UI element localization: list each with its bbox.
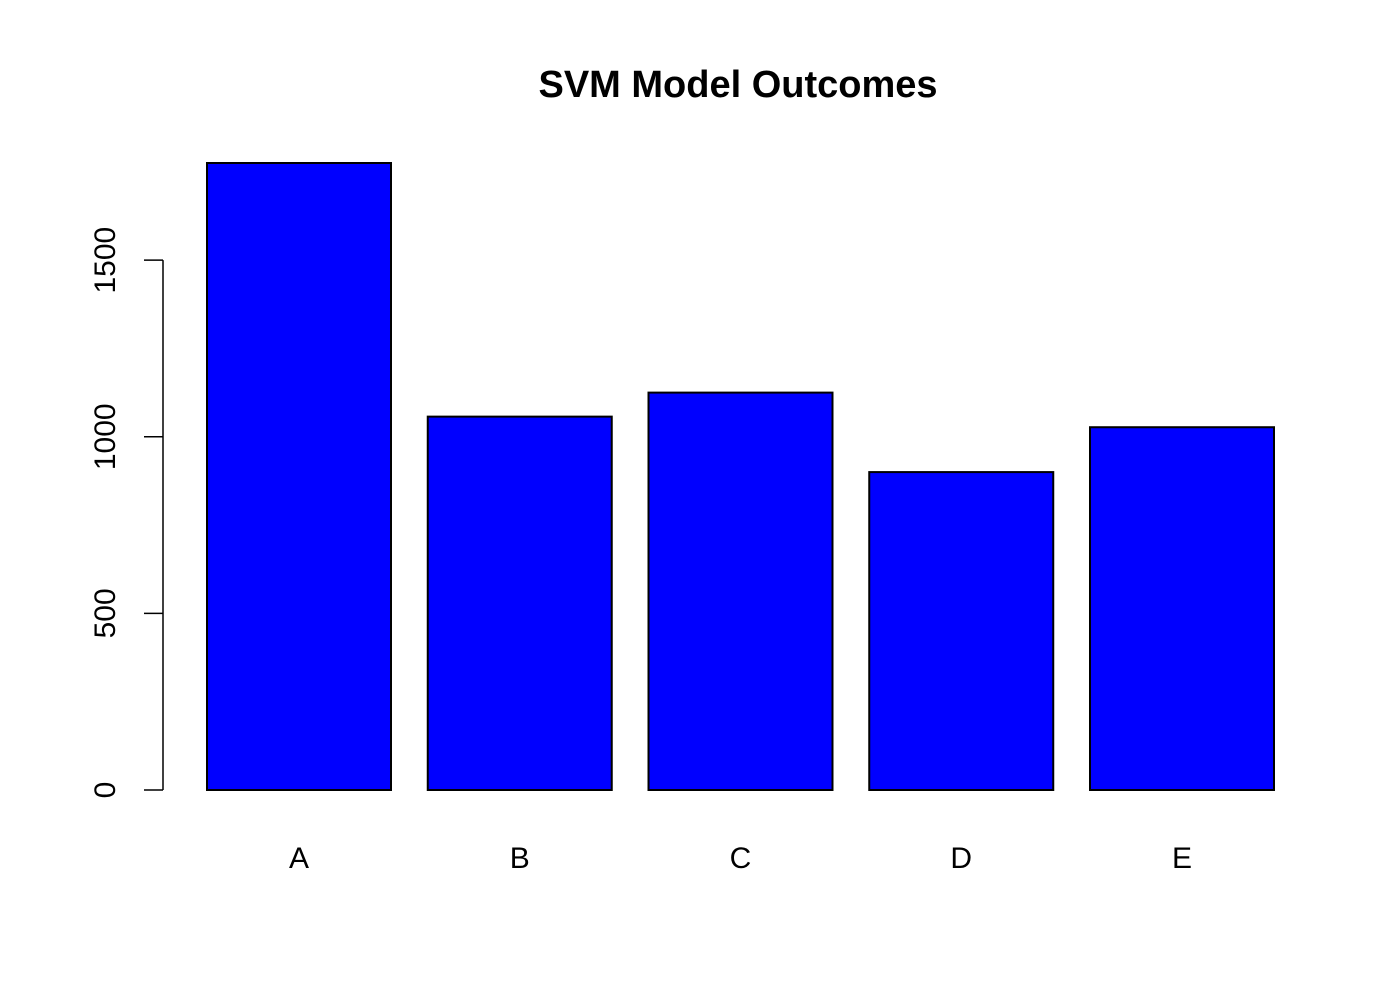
chart-title: SVM Model Outcomes bbox=[538, 64, 937, 106]
bar-b bbox=[426, 415, 613, 791]
x-category-label: B bbox=[510, 842, 530, 875]
y-tick-label: 500 bbox=[89, 588, 122, 638]
y-tick-label: 1500 bbox=[89, 227, 122, 294]
y-axis: 0 500 1000 1500 bbox=[89, 227, 164, 799]
bars-group bbox=[206, 162, 1275, 791]
x-axis-labels: A B C D E bbox=[289, 842, 1192, 875]
y-tick-label: 0 bbox=[89, 782, 122, 799]
bar-d bbox=[868, 471, 1055, 791]
x-category-label: E bbox=[1172, 842, 1192, 875]
x-category-label: C bbox=[730, 842, 752, 875]
bar-c bbox=[647, 391, 834, 791]
y-tick-label: 1000 bbox=[89, 403, 122, 470]
bar-e bbox=[1089, 426, 1275, 791]
x-category-label: A bbox=[289, 842, 309, 875]
x-category-label: D bbox=[950, 842, 972, 875]
bar-a bbox=[206, 162, 392, 791]
